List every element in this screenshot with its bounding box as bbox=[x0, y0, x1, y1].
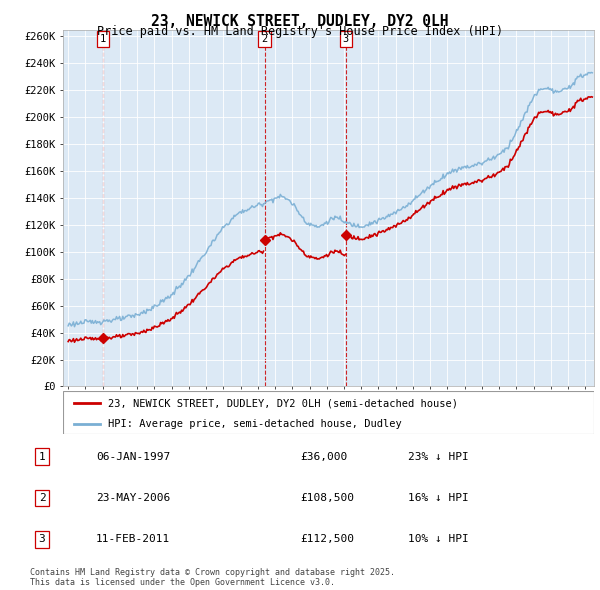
Text: 11-FEB-2011: 11-FEB-2011 bbox=[96, 535, 170, 544]
Text: £112,500: £112,500 bbox=[300, 535, 354, 544]
Text: 23, NEWICK STREET, DUDLEY, DY2 0LH: 23, NEWICK STREET, DUDLEY, DY2 0LH bbox=[151, 14, 449, 28]
Text: 1: 1 bbox=[38, 452, 46, 461]
Text: 23, NEWICK STREET, DUDLEY, DY2 0LH (semi-detached house): 23, NEWICK STREET, DUDLEY, DY2 0LH (semi… bbox=[108, 398, 458, 408]
Text: 23-MAY-2006: 23-MAY-2006 bbox=[96, 493, 170, 503]
Text: Price paid vs. HM Land Registry's House Price Index (HPI): Price paid vs. HM Land Registry's House … bbox=[97, 25, 503, 38]
Text: 3: 3 bbox=[343, 34, 349, 44]
Text: 10% ↓ HPI: 10% ↓ HPI bbox=[408, 535, 469, 544]
Text: 16% ↓ HPI: 16% ↓ HPI bbox=[408, 493, 469, 503]
Text: 23% ↓ HPI: 23% ↓ HPI bbox=[408, 452, 469, 461]
Text: £108,500: £108,500 bbox=[300, 493, 354, 503]
FancyBboxPatch shape bbox=[63, 391, 594, 434]
Text: 1: 1 bbox=[100, 34, 106, 44]
Text: HPI: Average price, semi-detached house, Dudley: HPI: Average price, semi-detached house,… bbox=[108, 419, 402, 430]
Text: 2: 2 bbox=[38, 493, 46, 503]
Text: 2: 2 bbox=[262, 34, 268, 44]
Text: Contains HM Land Registry data © Crown copyright and database right 2025.: Contains HM Land Registry data © Crown c… bbox=[30, 568, 395, 577]
Text: £36,000: £36,000 bbox=[300, 452, 347, 461]
Text: This data is licensed under the Open Government Licence v3.0.: This data is licensed under the Open Gov… bbox=[30, 578, 335, 588]
Text: 3: 3 bbox=[38, 535, 46, 544]
Text: 06-JAN-1997: 06-JAN-1997 bbox=[96, 452, 170, 461]
